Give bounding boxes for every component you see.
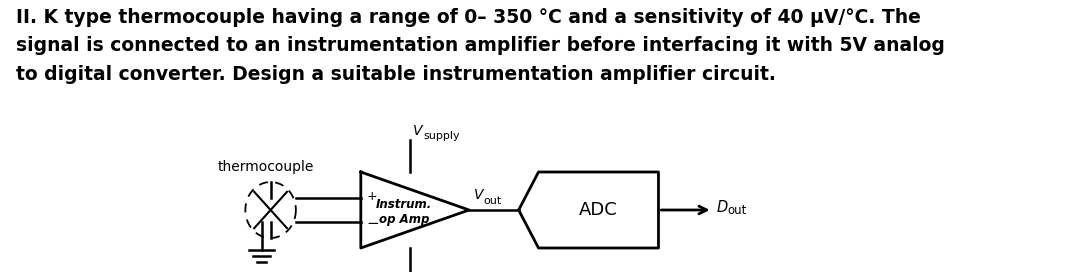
- Text: Instrum.: Instrum.: [376, 199, 432, 212]
- Text: II. K type thermocouple having a range of 0– 350 °C and a sensitivity of 40 μV/°: II. K type thermocouple having a range o…: [16, 8, 945, 84]
- Text: V: V: [414, 124, 422, 138]
- Text: supply: supply: [423, 131, 460, 141]
- Text: D: D: [716, 200, 728, 215]
- Text: thermocouple: thermocouple: [218, 160, 314, 174]
- Text: +: +: [366, 190, 377, 203]
- Text: ADC: ADC: [579, 201, 618, 219]
- Text: op Amp: op Amp: [379, 214, 429, 227]
- Text: −: −: [366, 217, 379, 231]
- Text: out: out: [727, 205, 746, 218]
- Text: out: out: [484, 196, 502, 206]
- Text: V: V: [473, 188, 483, 202]
